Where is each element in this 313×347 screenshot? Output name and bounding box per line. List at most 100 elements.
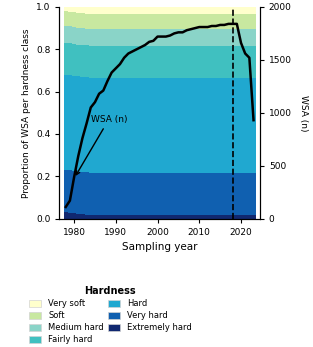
Bar xyxy=(193,29,197,46)
Bar xyxy=(143,7,147,14)
Bar xyxy=(131,29,135,46)
Bar xyxy=(206,7,210,14)
Bar xyxy=(126,14,131,29)
Bar xyxy=(197,173,201,215)
Bar xyxy=(168,173,172,215)
Bar xyxy=(206,46,210,78)
Bar xyxy=(243,14,247,29)
Bar xyxy=(210,78,214,173)
Bar xyxy=(64,75,68,170)
Bar xyxy=(76,172,80,214)
Bar xyxy=(80,7,85,13)
Bar xyxy=(160,29,164,46)
Bar xyxy=(156,7,160,14)
Bar xyxy=(93,46,97,78)
Bar xyxy=(97,215,101,219)
Bar xyxy=(126,215,131,219)
Bar xyxy=(147,78,151,173)
Bar xyxy=(231,173,235,215)
Bar xyxy=(172,173,176,215)
Bar xyxy=(143,173,147,215)
Y-axis label: WSA (n): WSA (n) xyxy=(300,94,309,131)
Bar xyxy=(139,78,143,173)
Bar xyxy=(193,14,197,29)
Bar xyxy=(239,173,243,215)
Bar xyxy=(201,14,206,29)
Bar xyxy=(201,173,206,215)
Bar xyxy=(118,173,122,215)
Bar xyxy=(247,46,251,78)
Bar xyxy=(68,213,72,219)
Bar xyxy=(164,29,168,46)
Bar xyxy=(160,215,164,219)
Bar xyxy=(89,29,93,46)
Bar xyxy=(68,75,72,170)
Bar xyxy=(93,7,97,14)
Bar xyxy=(168,14,172,29)
Bar xyxy=(168,29,172,46)
Bar xyxy=(101,215,105,219)
Bar xyxy=(89,46,93,78)
Bar xyxy=(164,46,168,78)
X-axis label: Sampling year: Sampling year xyxy=(122,242,198,252)
Bar xyxy=(97,14,101,29)
Bar xyxy=(151,173,156,215)
Bar xyxy=(181,215,185,219)
Bar xyxy=(164,14,168,29)
Y-axis label: Proportion of WSA per hardness class: Proportion of WSA per hardness class xyxy=(22,28,30,197)
Bar xyxy=(218,173,222,215)
Bar xyxy=(101,7,105,14)
Bar xyxy=(143,215,147,219)
Bar xyxy=(226,215,231,219)
Bar xyxy=(168,215,172,219)
Bar xyxy=(235,46,239,78)
Bar xyxy=(143,78,147,173)
Bar xyxy=(131,46,135,78)
Bar xyxy=(164,7,168,14)
Bar xyxy=(226,173,231,215)
Bar xyxy=(89,173,93,215)
Bar xyxy=(206,14,210,29)
Bar xyxy=(164,173,168,215)
Bar xyxy=(76,7,80,13)
Bar xyxy=(189,29,193,46)
Bar xyxy=(143,14,147,29)
Bar xyxy=(85,28,89,45)
Bar xyxy=(206,29,210,46)
Bar xyxy=(168,46,172,78)
Bar xyxy=(172,78,176,173)
Bar xyxy=(122,46,126,78)
Bar xyxy=(251,14,256,29)
Bar xyxy=(247,29,251,46)
Bar xyxy=(85,14,89,28)
Bar xyxy=(64,170,68,212)
Bar xyxy=(135,14,139,29)
Bar xyxy=(126,173,131,215)
Bar xyxy=(218,7,222,14)
Bar xyxy=(251,173,256,215)
Bar xyxy=(247,14,251,29)
Bar xyxy=(214,173,218,215)
Bar xyxy=(197,78,201,173)
Bar xyxy=(85,45,89,77)
Bar xyxy=(135,46,139,78)
Bar xyxy=(139,215,143,219)
Bar xyxy=(185,7,189,14)
Bar xyxy=(80,45,85,77)
Bar xyxy=(156,78,160,173)
Bar xyxy=(80,28,85,45)
Bar xyxy=(210,215,214,219)
Bar xyxy=(76,28,80,45)
Bar xyxy=(160,14,164,29)
Bar xyxy=(122,7,126,14)
Bar xyxy=(247,173,251,215)
Bar xyxy=(135,78,139,173)
Bar xyxy=(85,7,89,14)
Bar xyxy=(64,26,68,43)
Bar xyxy=(147,215,151,219)
Bar xyxy=(93,215,97,219)
Bar xyxy=(239,215,243,219)
Bar xyxy=(239,29,243,46)
Bar xyxy=(72,27,76,44)
Bar xyxy=(110,7,114,14)
